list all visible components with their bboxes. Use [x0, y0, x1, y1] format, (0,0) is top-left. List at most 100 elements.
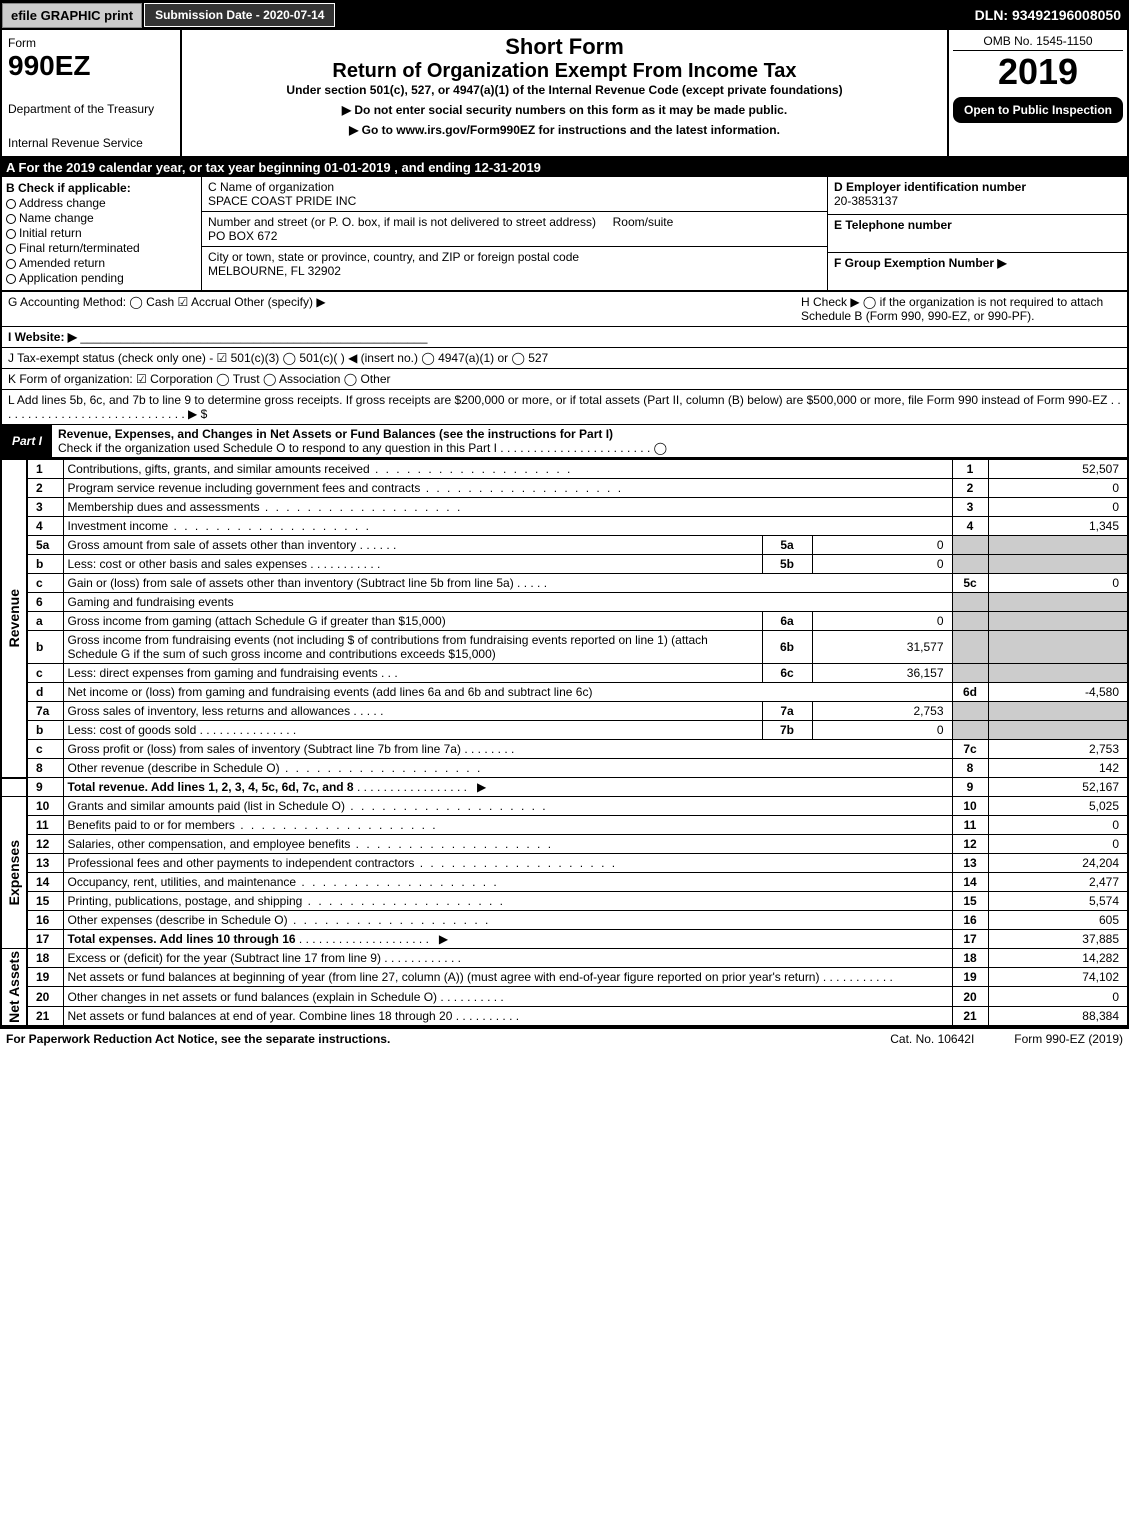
line-5c-desc: Gain or (loss) from sale of assets other… — [63, 574, 952, 593]
line-7c-val: 2,753 — [988, 740, 1128, 759]
line-6d-num: d — [27, 683, 63, 702]
line-14-desc: Occupancy, rent, utilities, and maintena… — [63, 873, 952, 892]
section-b-title: B Check if applicable: — [6, 181, 131, 195]
city-label: City or town, state or province, country… — [208, 250, 821, 264]
addr-label: Number and street (or P. O. box, if mail… — [208, 215, 596, 229]
line-5c-val: 0 — [988, 574, 1128, 593]
check-amended-return[interactable]: Amended return — [6, 256, 197, 270]
line-19-box: 19 — [952, 968, 988, 987]
line-18-num: 18 — [27, 949, 63, 968]
line-6-desc: Gaming and fundraising events — [63, 593, 952, 612]
line-6b-num: b — [27, 631, 63, 664]
check-initial-return[interactable]: Initial return — [6, 226, 197, 240]
line-5b-val — [988, 555, 1128, 574]
line-12-val: 0 — [988, 835, 1128, 854]
line-6a-sub: 6a — [762, 612, 812, 631]
tel-row: E Telephone number — [828, 215, 1127, 253]
line-5b-desc: Less: cost or other basis and sales expe… — [63, 555, 762, 574]
line-4-desc: Investment income — [63, 517, 952, 536]
line-5b-box — [952, 555, 988, 574]
line-6c-sval: 36,157 — [812, 664, 952, 683]
line-5a-sub: 5a — [762, 536, 812, 555]
line-7b-sval: 0 — [812, 721, 952, 740]
line-3-num: 3 — [27, 498, 63, 517]
dln-label: DLN: 93492196008050 — [975, 7, 1129, 23]
accounting-method: G Accounting Method: ◯ Cash ☑ Accrual Ot… — [8, 295, 801, 323]
line-6a-box — [952, 612, 988, 631]
line-11-val: 0 — [988, 816, 1128, 835]
line-5a-num: 5a — [27, 536, 63, 555]
line-5b-sub: 5b — [762, 555, 812, 574]
line-5a-sval: 0 — [812, 536, 952, 555]
lines-table: Revenue 1 Contributions, gifts, grants, … — [0, 459, 1129, 1027]
line-2-num: 2 — [27, 479, 63, 498]
line-18-box: 18 — [952, 949, 988, 968]
line-5a-desc: Gross amount from sale of assets other t… — [63, 536, 762, 555]
line-14-num: 14 — [27, 873, 63, 892]
line-6b-desc: Gross income from fundraising events (no… — [63, 631, 762, 664]
efile-print-button[interactable]: efile GRAPHIC print — [2, 3, 142, 28]
addr-row: Number and street (or P. O. box, if mail… — [202, 212, 827, 247]
submission-date: Submission Date - 2020-07-14 — [144, 3, 335, 27]
line-16-num: 16 — [27, 911, 63, 930]
side-revenue: Revenue — [1, 460, 27, 778]
line-7a-desc: Gross sales of inventory, less returns a… — [63, 702, 762, 721]
line-8-desc: Other revenue (describe in Schedule O) — [63, 759, 952, 778]
irs-label: Internal Revenue Service — [8, 136, 174, 150]
ein-value: 20-3853137 — [834, 194, 1121, 208]
line-6b-sub: 6b — [762, 631, 812, 664]
check-name-change[interactable]: Name change — [6, 211, 197, 225]
line-11-num: 11 — [27, 816, 63, 835]
footer: For Paperwork Reduction Act Notice, see … — [0, 1027, 1129, 1049]
line-6c-num: c — [27, 664, 63, 683]
line-9-val: 52,167 — [988, 778, 1128, 797]
line-12-desc: Salaries, other compensation, and employ… — [63, 835, 952, 854]
check-application-pending[interactable]: Application pending — [6, 271, 197, 285]
line-10-desc: Grants and similar amounts paid (list in… — [63, 797, 952, 816]
line-21-desc: Net assets or fund balances at end of ye… — [63, 1006, 952, 1026]
section-c: C Name of organization SPACE COAST PRIDE… — [202, 177, 827, 290]
line-20-desc: Other changes in net assets or fund bala… — [63, 987, 952, 1006]
line-17-desc: Total expenses. Add lines 10 through 16 … — [63, 930, 952, 949]
line-16-box: 16 — [952, 911, 988, 930]
goto-link[interactable]: ▶ Go to www.irs.gov/Form990EZ for instru… — [190, 123, 939, 137]
line-5c-num: c — [27, 574, 63, 593]
line-4-val: 1,345 — [988, 517, 1128, 536]
topbar: efile GRAPHIC print Submission Date - 20… — [0, 0, 1129, 30]
header-mid: Short Form Return of Organization Exempt… — [182, 30, 947, 156]
line-17-val: 37,885 — [988, 930, 1128, 949]
part1-title: Revenue, Expenses, and Changes in Net As… — [52, 425, 1127, 457]
line-7a-box — [952, 702, 988, 721]
check-final-return[interactable]: Final return/terminated — [6, 241, 197, 255]
line-20-val: 0 — [988, 987, 1128, 1006]
line-13-desc: Professional fees and other payments to … — [63, 854, 952, 873]
dept-label: Department of the Treasury — [8, 102, 174, 116]
line-1-box: 1 — [952, 460, 988, 479]
line-7a-sval: 2,753 — [812, 702, 952, 721]
line-21-box: 21 — [952, 1006, 988, 1026]
line-7b-box — [952, 721, 988, 740]
line-16-desc: Other expenses (describe in Schedule O) — [63, 911, 952, 930]
line-4-box: 4 — [952, 517, 988, 536]
line-14-val: 2,477 — [988, 873, 1128, 892]
info-grid: B Check if applicable: Address change Na… — [0, 177, 1129, 292]
line-6-val — [988, 593, 1128, 612]
line-15-box: 15 — [952, 892, 988, 911]
line-5b-sval: 0 — [812, 555, 952, 574]
omb-number: OMB No. 1545-1150 — [953, 34, 1123, 51]
check-address-change[interactable]: Address change — [6, 196, 197, 210]
line-17-box: 17 — [952, 930, 988, 949]
line-9-desc: Total revenue. Add lines 1, 2, 3, 4, 5c,… — [63, 778, 952, 797]
line-20-box: 20 — [952, 987, 988, 1006]
line-6d-box: 6d — [952, 683, 988, 702]
tel-label: E Telephone number — [834, 218, 952, 232]
header-left: Form 990EZ Department of the Treasury In… — [2, 30, 182, 156]
title-short-form: Short Form — [190, 34, 939, 60]
room-label: Room/suite — [613, 215, 674, 229]
ssn-warning: ▶ Do not enter social security numbers o… — [190, 103, 939, 117]
line-2-box: 2 — [952, 479, 988, 498]
header-right: OMB No. 1545-1150 2019 Open to Public In… — [947, 30, 1127, 156]
line-17-num: 17 — [27, 930, 63, 949]
side-net-assets: Net Assets — [1, 949, 27, 1026]
line-1-val: 52,507 — [988, 460, 1128, 479]
